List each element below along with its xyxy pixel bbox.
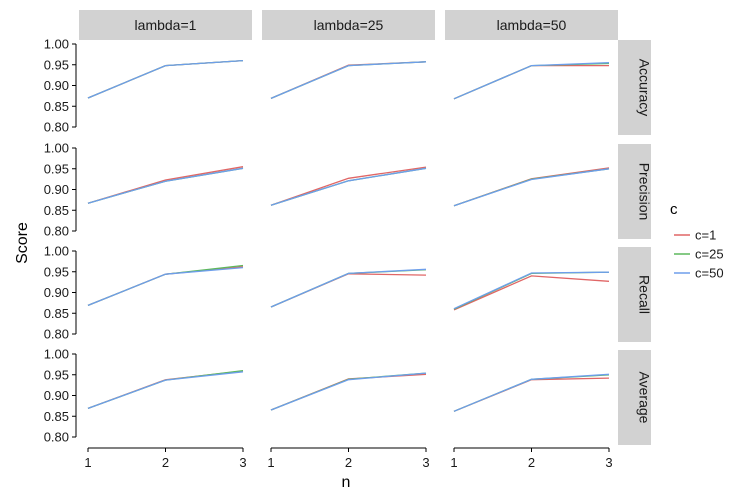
x-tick-label: 1 [84,455,91,470]
legend-title: c [670,201,678,218]
x-axis-title: n [342,474,351,491]
facet-panel [270,166,427,206]
row-strip [618,350,651,445]
series-line-c1 [453,377,610,412]
facet-strips: lambda=1 lambda=25 lambda=50 Accuracy Precis… [79,10,653,445]
series-line-c50 [453,373,610,412]
y-tick-label: 0.80 [44,430,69,445]
series-line-c50 [87,59,244,99]
column-strip-label: lambda=25 [314,17,384,33]
series-line-c50 [270,372,427,411]
series-line-c25 [453,168,610,207]
y-tick-label: 0.90 [44,285,69,300]
y-tick-label: 0.85 [44,203,69,218]
series-line-c1 [453,167,610,207]
x-tick-label: 1 [450,455,457,470]
facet-panel [453,271,610,311]
x-tick-label: 3 [605,455,612,470]
legend-label: c=25 [695,247,724,262]
column-strip-label: lambda=50 [497,17,567,33]
series-line-c25 [453,271,610,310]
column-strip [79,10,252,40]
facet-panel [270,61,427,99]
series-line-c50 [453,271,610,310]
series-line-c25 [87,264,244,307]
axes: 0.80 0.85 0.90 0.95 1.00 0.80 0.85 0.90 0.95 1.00… [44,37,613,471]
facet-panel [453,167,610,207]
row-strip-label: Recall [637,275,653,314]
legend: c c=1 c=25 c=50 [670,201,724,281]
series-line-c50 [87,266,244,307]
series-line-c50 [87,167,244,204]
series-line-c1 [270,61,427,99]
y-tick-label: 0.85 [44,306,69,321]
series-line-c1 [87,266,244,307]
y-tick-label: 1.00 [44,244,69,259]
x-tick-label: 3 [239,455,246,470]
y-axis-title: Score [14,222,31,264]
legend-label: c=50 [695,266,724,281]
series-line-c1 [87,370,244,410]
series-line-c1 [270,166,427,206]
series-line-c50 [87,371,244,410]
facet-panel [270,268,427,308]
y-tick-label: 0.85 [44,409,69,424]
series-line-c25 [270,167,427,206]
facet-panel [87,166,244,204]
y-tick-label: 0.90 [44,182,69,197]
y-tick-label: 1.00 [44,141,69,156]
y-tick-label: 0.90 [44,78,69,93]
x-tick-label: 2 [162,455,169,470]
y-tick-label: 0.80 [44,120,69,135]
x-tick-label: 2 [528,455,535,470]
series-line-c1 [453,275,610,311]
y-tick-label: 0.80 [44,327,69,342]
y-tick-label: 0.95 [44,161,69,176]
series-line-c50 [453,168,610,207]
x-tick-label: 3 [422,455,429,470]
y-tick-label: 0.85 [44,99,69,114]
y-tick-label: 0.95 [44,57,69,72]
column-strip [445,10,618,40]
facet-panel [453,373,610,412]
row-strip-label: Average [637,372,653,424]
facet-panel [87,59,244,99]
y-tick-label: 0.80 [44,224,69,239]
x-tick-label: 1 [267,455,274,470]
column-strip [262,10,435,40]
y-tick-label: 0.95 [44,367,69,382]
row-strip [618,247,651,342]
y-tick-label: 1.00 [44,37,69,52]
series-line-c50 [270,167,427,206]
legend-label: c=1 [695,228,716,243]
facet-panel [270,372,427,411]
facet-panel [87,369,244,410]
x-tick-label: 2 [345,455,352,470]
series-line-c25 [87,167,244,204]
series-line-c1 [453,64,609,100]
series-line-c50 [453,62,610,100]
y-tick-label: 1.00 [44,347,69,362]
series-line-c50 [270,61,427,99]
series-line-c25 [270,61,427,99]
series-line-c25 [453,62,610,100]
y-tick-label: 0.95 [44,264,69,279]
y-tick-label: 0.90 [44,388,69,403]
row-strip-label: Accuracy [637,59,653,117]
facet-panel [453,62,610,100]
row-strip-label: Precision [637,163,653,221]
series-line-c50 [270,268,427,308]
row-strip [618,144,651,239]
row-strip [618,40,651,135]
series-line-c1 [270,273,427,308]
series-line-c25 [87,369,244,410]
column-strip-label: lambda=1 [135,17,197,33]
facet-panel [87,264,244,307]
facet-panels [87,59,610,412]
